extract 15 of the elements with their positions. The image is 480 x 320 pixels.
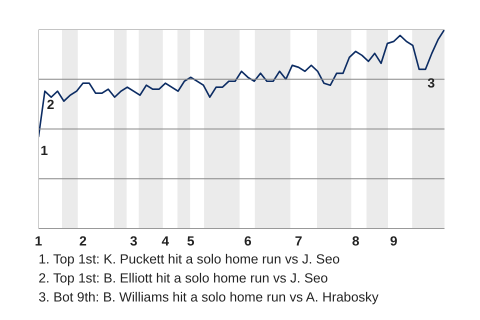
x-tick-label: 4 [162, 234, 170, 248]
x-tick-label: 6 [244, 234, 252, 248]
x-tick-label: 7 [294, 234, 302, 248]
text: 3. Bot 9th: B. Williams hit a solo home run vs A. Hrabosky [38, 290, 379, 304]
x-tick-label: 1 [34, 234, 43, 248]
x-tick-label: 2 [79, 234, 87, 248]
text: 1. Top 1st: K. Puckett hit a solo home run vs J. Seo [38, 252, 340, 266]
annotation: 3 [427, 75, 435, 90]
annotation: 2 [46, 97, 54, 112]
text: 2. Top 1st: B. Elliott hit a solo home run vs J. Seo [38, 270, 328, 286]
annotation: 1 [40, 142, 48, 158]
x-tick-label: 5 [187, 234, 196, 248]
x-tick-label: 9 [390, 234, 398, 248]
x-tick-label: 3 [130, 234, 138, 248]
x-tick-label: 8 [352, 234, 360, 248]
